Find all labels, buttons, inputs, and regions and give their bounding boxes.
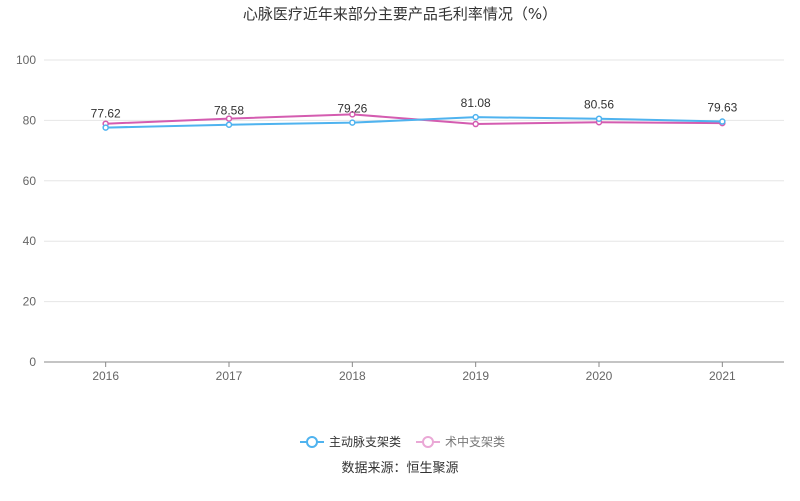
chart-title: 心脉医疗近年来部分主要产品毛利率情况（%） [243,5,557,23]
x-tick-label: 2021 [709,369,736,383]
data-label: 78.58 [214,104,244,118]
gridlines [44,59,784,303]
data-label: 77.62 [91,107,121,121]
x-tick-label: 2017 [216,369,243,383]
legend-label: 术中支架类 [445,434,505,449]
legend-item-2[interactable]: 术中支架类 [416,434,505,449]
data-point[interactable] [472,113,479,121]
x-tick-label: 2016 [92,369,119,383]
data-label: 80.56 [584,98,614,112]
data-point[interactable] [719,118,726,125]
data-label: 79.26 [337,102,367,116]
y-tick-label: 40 [23,234,37,248]
legend-marker [422,436,434,448]
data-point[interactable] [225,115,233,122]
y-tick-label: 80 [23,113,37,127]
series-1 [102,113,726,131]
y-tick-label: 100 [16,53,36,67]
legend-item-1[interactable]: 主动脉支架类 [300,434,401,449]
y-tick-label: 20 [23,295,37,309]
data-point[interactable] [595,115,603,122]
data-point[interactable] [102,124,109,131]
data-point[interactable] [225,121,233,128]
legend-label: 主动脉支架类 [329,434,401,449]
series-line [105,116,723,129]
x-axis: 2016 2017 2018 2019 2020 2021 [44,361,784,383]
x-tick-label: 2018 [339,369,366,383]
y-tick-label: 60 [23,174,37,188]
y-tick-label: 0 [29,355,36,369]
legend[interactable]: 主动脉支架类 术中支架类 [300,434,505,449]
data-point[interactable] [349,119,356,126]
source-note: 数据来源：恒生聚源 [341,461,458,476]
data-point[interactable] [472,120,479,128]
series-group: 77.62 78.58 79.26 81.08 80.56 79.63 [91,96,738,131]
y-axis: 0 20 40 60 80 100 [16,53,36,369]
legend-marker [306,436,318,448]
data-label: 81.08 [461,96,491,110]
x-tick-label: 2020 [586,369,613,383]
data-point[interactable] [349,111,356,118]
data-label: 79.63 [707,101,737,115]
x-tick-label: 2019 [462,369,489,383]
